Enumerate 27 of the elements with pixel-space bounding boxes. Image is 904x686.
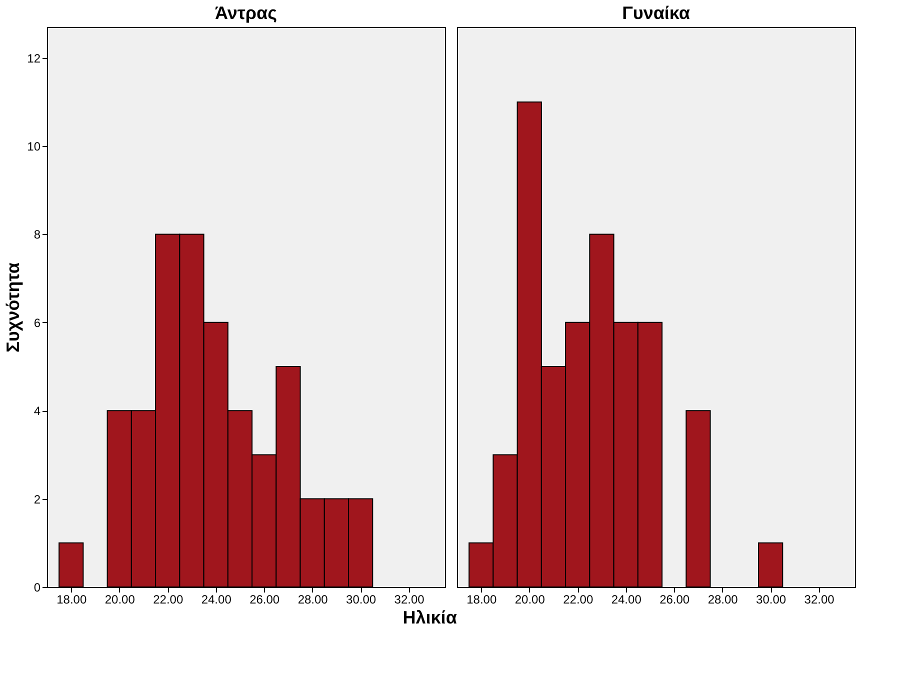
y-tick-label: 2	[34, 492, 41, 506]
y-tick-label: 0	[34, 580, 41, 594]
x-tick-label: 22.00	[563, 592, 594, 606]
y-tick-label: 8	[34, 228, 41, 242]
chart-title: Άντρας	[215, 3, 277, 23]
x-tick-label: 32.00	[804, 592, 835, 606]
x-tick-label: 28.00	[298, 592, 328, 606]
x-tick-label: 22.00	[153, 592, 184, 606]
x-tick-label: 30.00	[756, 592, 786, 606]
chart-title: Γυναίκα	[622, 3, 690, 23]
x-tick-label: 26.00	[660, 592, 690, 606]
x-tick-label: 24.00	[201, 592, 232, 606]
x-tick-label: 30.00	[346, 592, 376, 606]
y-tick-label: 12	[27, 51, 41, 66]
x-tick-label: 28.00	[708, 592, 738, 606]
x-tick-label: 18.00	[56, 592, 87, 606]
y-tick-label: 6	[34, 316, 41, 330]
y-axis-title: Συχνότητα	[3, 262, 24, 352]
x-axis-title: Ηλικία	[402, 608, 457, 628]
x-tick-label: 18.00	[466, 592, 497, 606]
x-tick-label: 26.00	[250, 592, 280, 606]
x-tick-label: 20.00	[514, 592, 546, 606]
x-tick-label: 24.00	[611, 592, 642, 606]
x-tick-label: 32.00	[394, 592, 425, 606]
y-tick-label: 4	[34, 404, 41, 418]
y-tick-label: 10	[27, 140, 41, 154]
x-tick-label: 20.00	[104, 592, 136, 606]
